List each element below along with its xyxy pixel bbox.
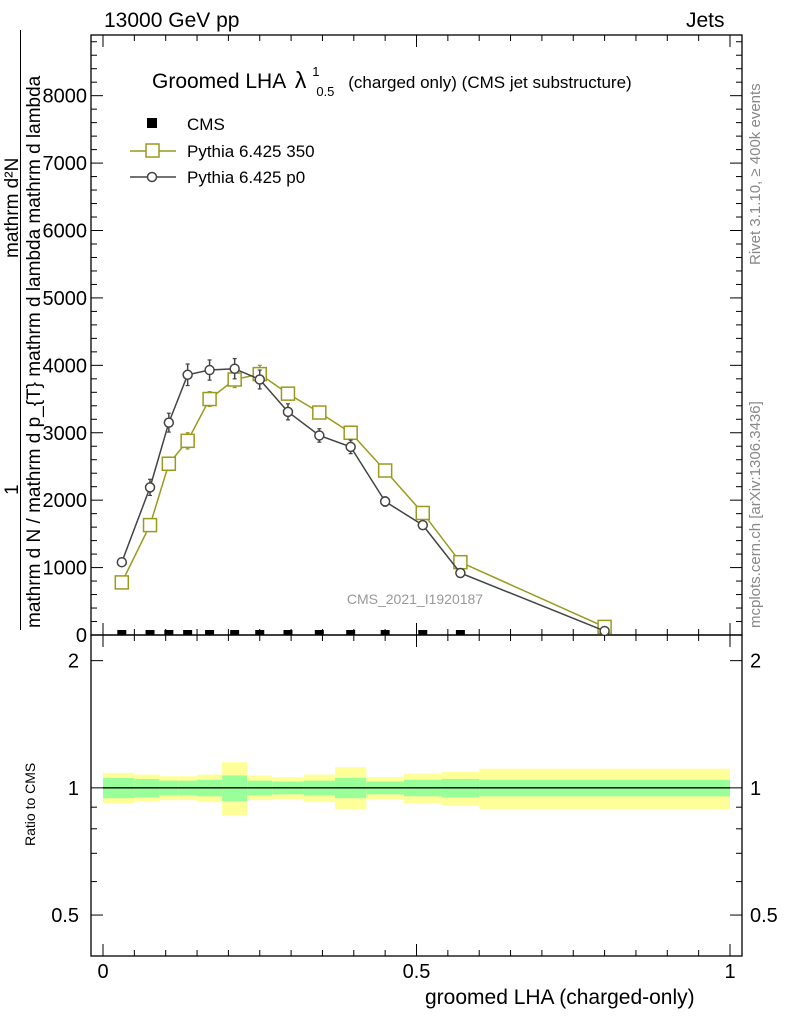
data-point	[455, 630, 465, 635]
mcplots-info-label: mcplots.cern.ch [arXiv:1306.3436]	[747, 401, 764, 628]
data-point	[204, 364, 215, 376]
ratio-tick-label-left: 0.5	[51, 905, 79, 927]
axis-ticks	[91, 35, 742, 956]
y-tick-label: 1000	[43, 558, 88, 580]
data-point	[455, 567, 466, 579]
series-line	[121, 367, 605, 632]
data-point	[345, 441, 356, 453]
ratio-tick-label-right: 1	[750, 778, 761, 800]
data-point	[205, 630, 215, 635]
data-point	[114, 575, 130, 590]
data-point	[380, 630, 390, 635]
legend-item-cms: CMS	[147, 115, 225, 134]
data-point	[343, 425, 358, 441]
y-tick-label: 3000	[43, 423, 88, 445]
chart-title-sub: 0.5	[316, 84, 334, 99]
data-point	[314, 630, 324, 635]
legend-label-pythia-p0: Pythia 6.425 p0	[187, 168, 305, 187]
y-tick-label: 4000	[43, 355, 88, 377]
header-process-label: Jets	[686, 9, 725, 32]
data-point	[255, 630, 265, 635]
data-point	[183, 630, 193, 635]
data-point	[418, 630, 428, 635]
series-2	[116, 357, 610, 635]
data-point	[144, 482, 156, 493]
ratio-tick-label-left: 1	[68, 778, 79, 800]
ratio-ylabel: Ratio to CMS	[22, 762, 38, 846]
data-point	[280, 386, 296, 401]
tick-labels: 0 1000 2000 3000 4000 5000 6000 7000 8000 0 0.5 1 0.…	[43, 86, 778, 983]
chart-title-rest: (charged only) (CMS jet substructure)	[348, 73, 631, 92]
data-point	[415, 505, 431, 521]
data-point	[314, 430, 325, 441]
data-point	[379, 496, 391, 507]
analysis-watermark: CMS_2021_I1920187	[347, 591, 483, 607]
y-tick-label: 8000	[43, 86, 88, 108]
legend-item-pythia-350: Pythia 6.425 350	[130, 142, 315, 161]
x-tick-label: 0	[97, 961, 108, 983]
y-tick-label: 5000	[43, 288, 88, 310]
data-point	[161, 456, 177, 472]
data-point	[230, 630, 240, 635]
data-point	[116, 556, 128, 568]
data-point	[182, 369, 193, 381]
header-energy-label: 13000 GeV pp	[104, 9, 240, 32]
data-point	[117, 630, 127, 635]
rivet-info-label: Rivet 3.1.10, ≥ 400k events	[747, 83, 764, 265]
ratio-tick-label-left: 2	[68, 651, 79, 673]
legend-label-pythia-350: Pythia 6.425 350	[187, 142, 315, 161]
data-point	[377, 463, 393, 478]
chart-title-main: Groomed LHA	[152, 70, 286, 93]
data-point	[202, 391, 217, 407]
data-point	[145, 630, 155, 635]
data-point	[180, 433, 195, 449]
series-layer	[114, 357, 612, 635]
data-point	[283, 630, 293, 635]
data-point	[164, 630, 174, 635]
legend-item-pythia-p0: Pythia 6.425 p0	[130, 168, 305, 187]
series-0	[117, 630, 465, 635]
ylabel-denominator: mathrm d N / mathrm d p_{T} mathrm d lam…	[24, 75, 45, 628]
data-point	[254, 374, 265, 385]
data-point	[599, 625, 610, 635]
chart-title: Groomed LHA λ 1 0.5 (charged only) (CMS …	[152, 58, 632, 101]
y-tick-label: 0	[76, 625, 87, 647]
data-point	[163, 417, 175, 428]
series-line	[121, 373, 605, 628]
data-point	[312, 405, 327, 420]
data-point	[417, 519, 429, 531]
data-point	[282, 406, 294, 418]
legend: CMS Pythia 6.425 350 Pythia 6.425 p0	[130, 115, 315, 187]
legend-label-cms: CMS	[187, 115, 225, 134]
data-point	[229, 363, 240, 374]
chart-title-sup: 1	[312, 64, 319, 79]
ratio-tick-label-right: 0.5	[750, 905, 778, 927]
xlabel: groomed LHA (charged-only)	[425, 986, 695, 1009]
ratio-uncertainty-bands	[103, 762, 730, 816]
data-point	[346, 630, 356, 635]
chart-title-symbol: λ	[295, 67, 307, 93]
ratio-tick-label-right: 2	[750, 651, 761, 673]
x-tick-label: 1	[724, 961, 735, 983]
y-tick-label: 7000	[43, 153, 88, 175]
ylabel-fraction-bar	[20, 30, 22, 630]
x-tick-label: 0.5	[403, 961, 431, 983]
series-1	[114, 364, 612, 635]
y-tick-label: 6000	[43, 221, 88, 243]
data-point	[142, 517, 158, 533]
y-tick-label: 2000	[43, 490, 88, 512]
